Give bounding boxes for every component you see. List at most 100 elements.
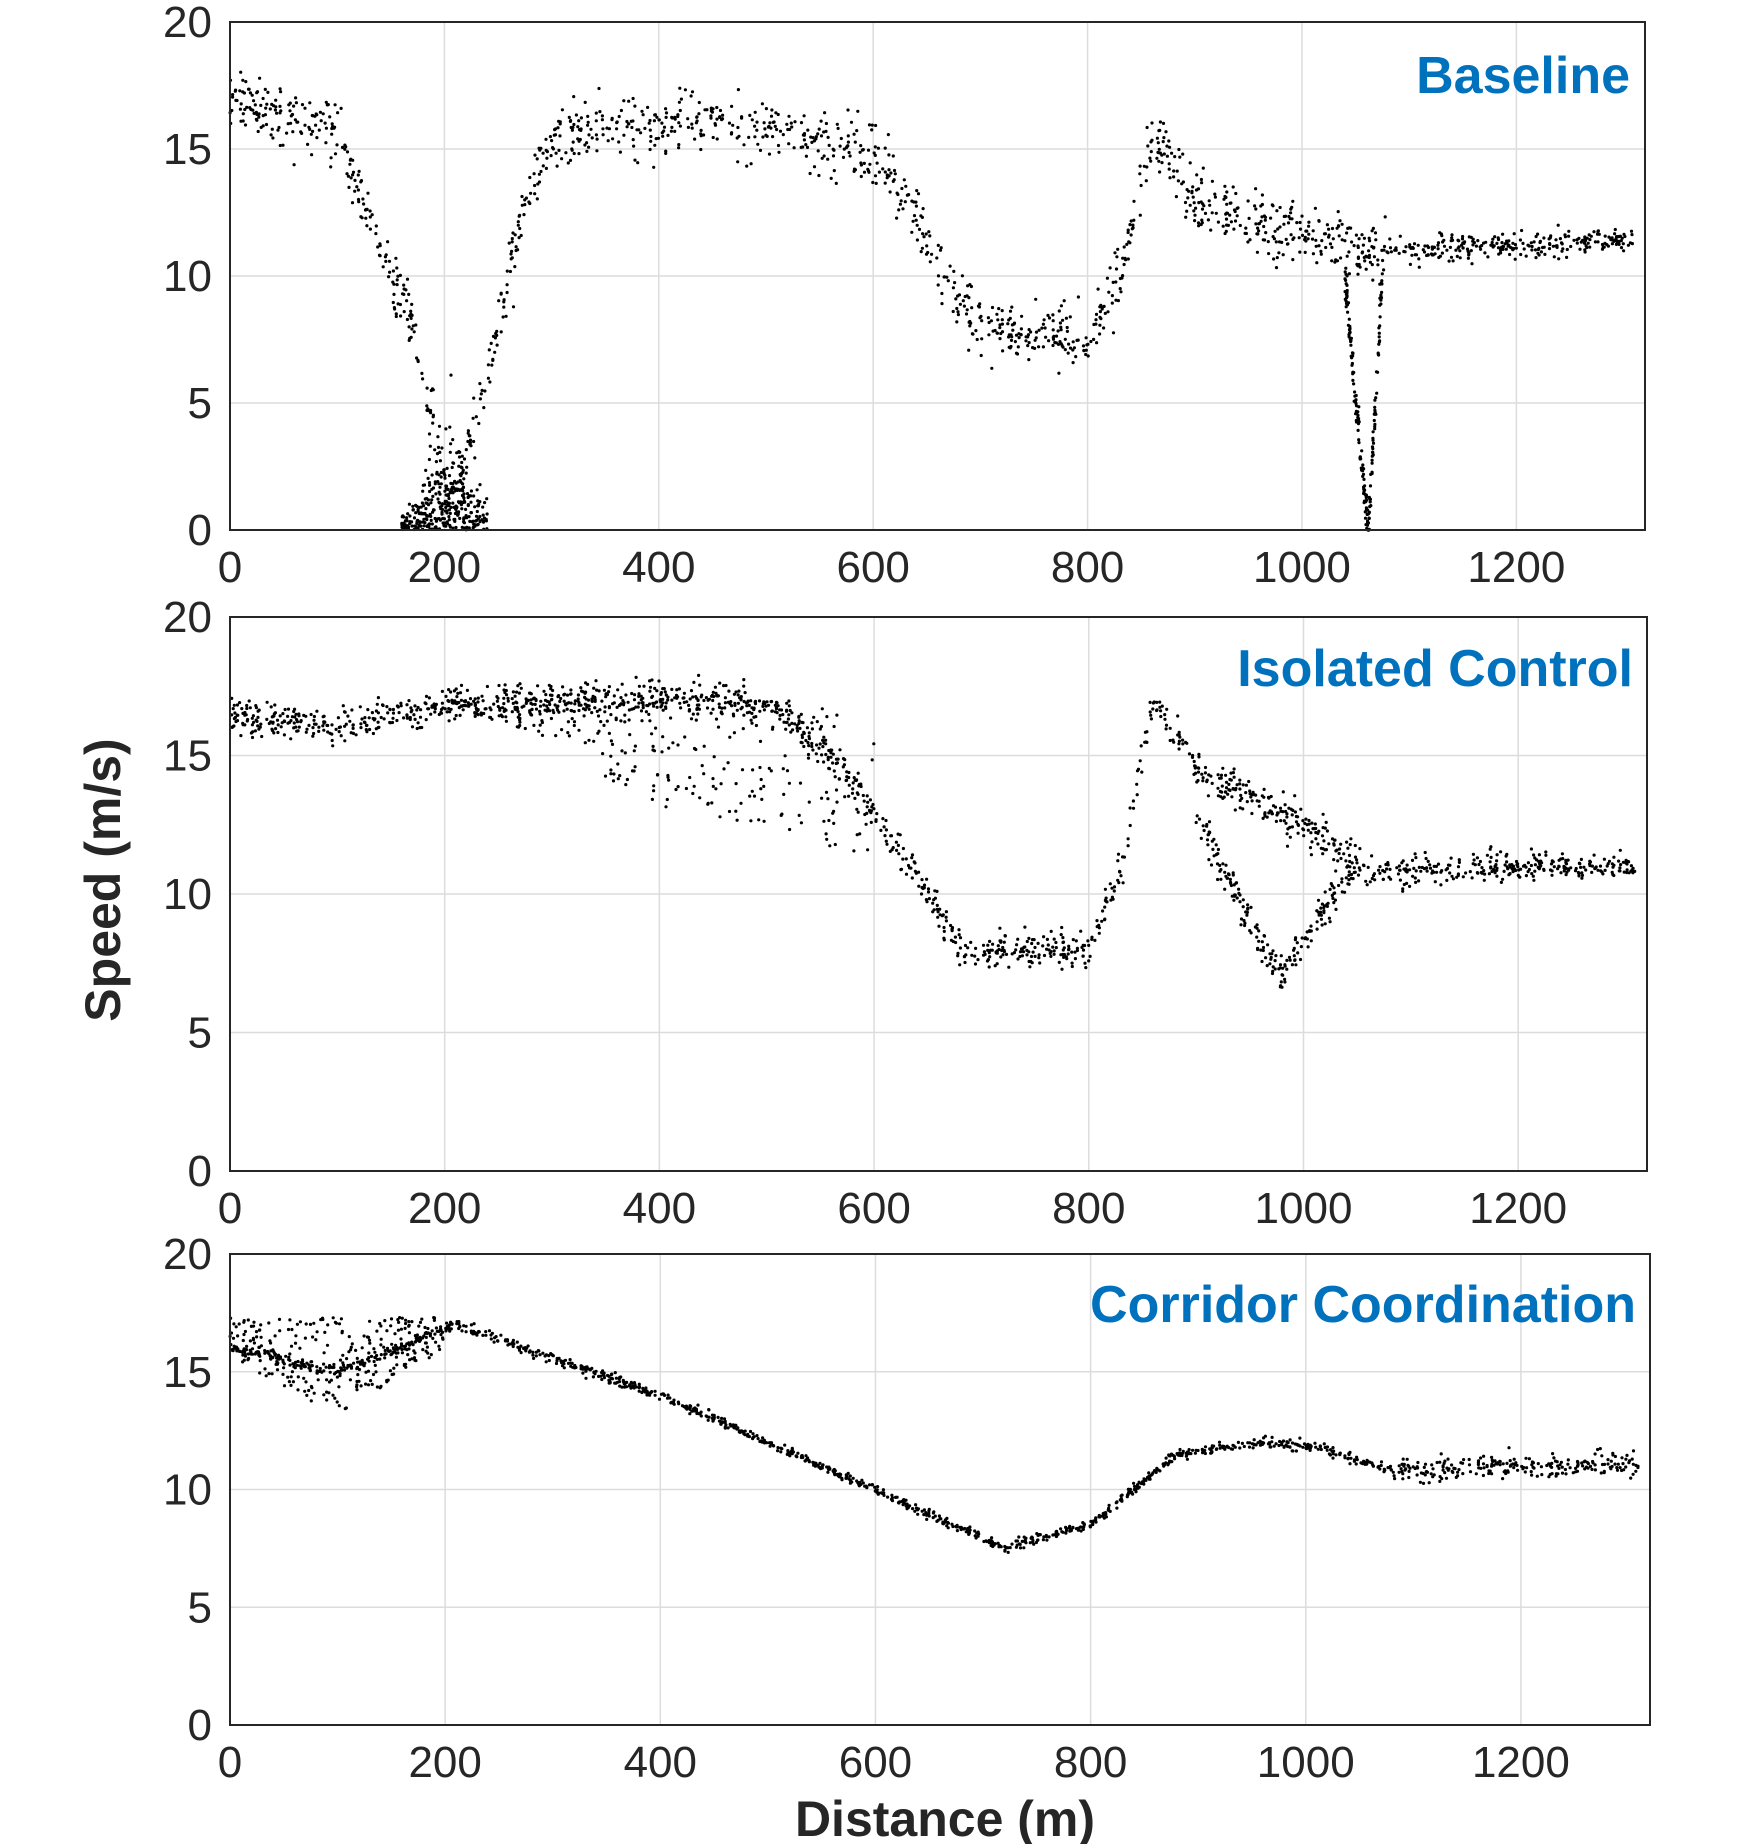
scatter-point — [252, 111, 256, 115]
scatter-point — [719, 711, 723, 715]
scatter-point — [658, 698, 663, 702]
scatter-point — [944, 915, 948, 919]
scatter-point — [1296, 951, 1300, 955]
scatter-point — [1298, 957, 1303, 962]
scatter-point — [445, 1321, 449, 1325]
scatter-point — [1254, 222, 1258, 226]
scatter-point — [446, 699, 450, 703]
scatter-point — [1164, 1461, 1168, 1465]
scatter-point — [1552, 255, 1556, 259]
scatter-point — [1209, 774, 1213, 778]
scatter-point — [1582, 1460, 1586, 1464]
scatter-point — [288, 109, 292, 113]
scatter-point — [925, 877, 929, 881]
scatter-point — [853, 796, 857, 801]
scatter-point — [585, 141, 589, 145]
scatter-point — [595, 149, 599, 153]
panel-baseline-grid — [230, 22, 1645, 530]
scatter-point — [1417, 879, 1421, 883]
scatter-point — [1063, 337, 1067, 341]
scatter-point — [1009, 338, 1014, 342]
scatter-point — [956, 951, 960, 956]
scatter-point — [1201, 776, 1205, 780]
scatter-point — [257, 112, 261, 116]
scatter-point — [340, 145, 345, 149]
scatter-point — [1324, 848, 1328, 852]
scatter-point — [1433, 880, 1437, 884]
scatter-point — [361, 197, 365, 201]
scatter-point — [495, 343, 499, 347]
scatter-point — [359, 722, 363, 726]
scatter-point — [276, 730, 280, 735]
scatter-point — [1355, 1455, 1359, 1459]
scatter-point — [1111, 331, 1116, 335]
scatter-point — [1306, 828, 1310, 832]
scatter-point — [637, 684, 642, 688]
scatter-point — [438, 505, 442, 509]
scatter-point — [911, 219, 915, 223]
scatter-point — [1167, 1461, 1171, 1465]
scatter-point — [676, 743, 680, 747]
scatter-point — [677, 100, 682, 104]
scatter-point — [497, 683, 501, 688]
scatter-point — [459, 698, 463, 702]
scatter-point — [551, 688, 555, 693]
scatter-point — [1014, 333, 1019, 337]
scatter-point — [781, 767, 785, 771]
scatter-point — [1122, 245, 1126, 249]
x-tick-label: 0 — [218, 1184, 242, 1233]
scatter-point — [1584, 868, 1588, 872]
scatter-point — [1138, 172, 1142, 176]
scatter-point — [594, 679, 598, 683]
scatter-point — [464, 471, 468, 475]
scatter-point — [1321, 852, 1325, 856]
scatter-point — [1293, 938, 1297, 942]
scatter-point — [269, 705, 273, 709]
scatter-point — [1149, 717, 1153, 721]
scatter-point — [241, 721, 245, 726]
scatter-point — [826, 1470, 830, 1474]
scatter-point — [1145, 730, 1149, 734]
scatter-point — [655, 700, 659, 704]
scatter-point — [637, 1382, 641, 1386]
scatter-point — [341, 704, 345, 708]
scatter-point — [1403, 868, 1408, 872]
scatter-point — [1277, 251, 1281, 255]
scatter-point — [1348, 337, 1352, 341]
scatter-point — [1197, 766, 1201, 770]
scatter-point — [1229, 778, 1233, 782]
scatter-point — [351, 173, 355, 177]
scatter-point — [781, 133, 785, 137]
scatter-point — [333, 125, 337, 129]
scatter-point — [1572, 238, 1576, 242]
scatter-point — [622, 99, 626, 103]
scatter-point — [727, 809, 732, 814]
scatter-point — [829, 755, 833, 759]
scatter-point — [388, 270, 392, 274]
scatter-point — [1006, 322, 1010, 326]
scatter-point — [1385, 250, 1389, 254]
scatter-point — [954, 297, 958, 301]
scatter-point — [431, 413, 435, 417]
scatter-point — [418, 715, 423, 719]
scatter-point — [311, 726, 315, 730]
scatter-point — [1436, 862, 1441, 866]
scatter-point — [778, 717, 782, 721]
scatter-point — [238, 107, 242, 111]
scatter-point — [1205, 780, 1209, 784]
scatter-point — [1349, 354, 1353, 358]
scatter-point — [577, 701, 581, 705]
scatter-point — [427, 522, 432, 526]
scatter-point — [451, 526, 455, 530]
scatter-point — [769, 126, 773, 130]
scatter-point — [664, 805, 668, 809]
scatter-point — [529, 701, 533, 706]
scatter-point — [1283, 980, 1287, 984]
scatter-point — [544, 137, 548, 141]
scatter-point — [1413, 852, 1417, 856]
scatter-point — [730, 104, 734, 108]
scatter-point — [600, 114, 605, 118]
scatter-point — [1163, 717, 1167, 721]
scatter-point — [980, 319, 984, 323]
scatter-point — [309, 712, 313, 717]
